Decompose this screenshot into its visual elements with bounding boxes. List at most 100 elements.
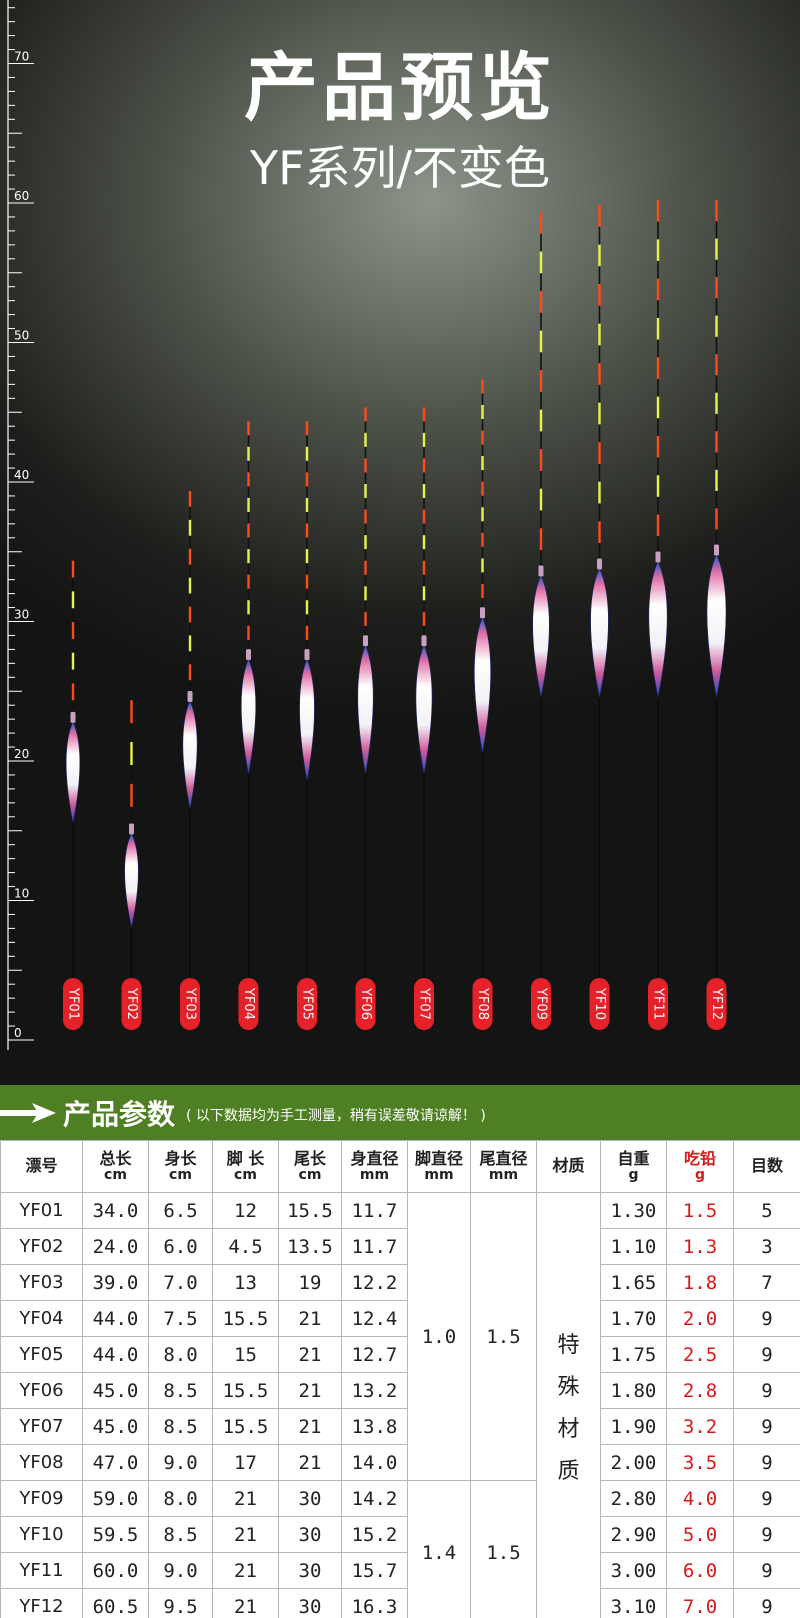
tail-segment	[422, 458, 426, 473]
table-row: YF07 45.0 8.5 15.5 21 13.8 1.90 3.2 9	[0, 1408, 800, 1445]
cell-tail-length: 30	[278, 1516, 342, 1553]
tag-label: YF08	[475, 987, 490, 1020]
float-body	[415, 644, 433, 774]
cell-body-diameter: 15.2	[341, 1516, 408, 1553]
cell-body-length: 6.0	[148, 1228, 213, 1265]
ruler-label: 10	[14, 887, 29, 901]
material-char: 材	[557, 1416, 580, 1442]
tail-segment	[539, 488, 543, 511]
cell-lead-capacity: 2.0	[666, 1300, 734, 1337]
cell-weight: 3.00	[600, 1552, 667, 1589]
tail-segment	[247, 472, 250, 487]
column-header: 材质	[536, 1140, 601, 1193]
tail-segment	[539, 330, 543, 353]
cell-body-diameter: 14.0	[341, 1444, 408, 1481]
tail-segment	[715, 508, 718, 530]
cell-code: YF01	[0, 1192, 83, 1229]
cell-body-length: 7.0	[148, 1264, 213, 1301]
tail-segment	[481, 430, 484, 445]
float-code-tag: YF09	[531, 978, 551, 1030]
cell-body-length: 9.0	[148, 1444, 213, 1481]
tail-segment	[364, 560, 367, 575]
cell-foot-length: 15.5	[212, 1300, 279, 1337]
tag-label: YF02	[124, 987, 139, 1020]
tail-segment	[656, 514, 660, 537]
tail-segment	[598, 442, 601, 464]
cell-total-length: 39.0	[82, 1264, 149, 1301]
cell-weight: 1.80	[600, 1372, 667, 1409]
tail-segment	[188, 577, 192, 594]
cell-body-diameter: 13.2	[341, 1372, 408, 1409]
cell-segments: 9	[733, 1552, 800, 1589]
cell-tail-length: 21	[278, 1408, 342, 1445]
tag-pill	[121, 978, 142, 1030]
tag-pill	[706, 978, 727, 1030]
cell-weight: 1.70	[600, 1300, 667, 1337]
float-yf07: YF07	[414, 407, 434, 1030]
tail-segment	[481, 507, 484, 522]
tail-segment	[188, 548, 192, 565]
column-header-label: 尾长	[293, 1148, 326, 1168]
cell-body-length: 6.5	[148, 1192, 213, 1229]
cell-tail-length: 21	[278, 1372, 342, 1409]
float-collar	[597, 558, 602, 570]
cell-lead-capacity: 2.5	[666, 1336, 734, 1373]
cell-tail-diameter: 1.5	[470, 1480, 537, 1618]
tail-segment	[481, 583, 484, 599]
cell-segments: 9	[733, 1372, 800, 1409]
cell-lead-capacity: 1.3	[666, 1228, 734, 1265]
tail-segment	[247, 421, 250, 436]
tag-pill	[472, 978, 493, 1030]
float-yf12: YF12	[706, 200, 727, 1030]
cell-weight: 2.00	[600, 1444, 667, 1481]
tag-label: YF10	[592, 987, 607, 1020]
tail-segment	[364, 509, 367, 524]
preview-subtitle: YF系列/不变色	[249, 141, 551, 195]
cell-code: YF09	[0, 1480, 83, 1517]
spec-title: 产品参数	[63, 1098, 176, 1131]
ruler-label: 30	[14, 608, 29, 622]
cell-weight: 1.30	[600, 1192, 667, 1229]
cell-tail-length: 30	[278, 1588, 342, 1618]
float-yf11: YF11	[648, 200, 668, 1030]
tail-segment	[715, 431, 718, 453]
column-header-unit: mm	[359, 1166, 390, 1183]
cell-total-length: 59.5	[82, 1516, 149, 1553]
cell-body-diameter: 12.2	[341, 1264, 408, 1301]
ruler-label: 40	[14, 468, 29, 482]
cell-body-length: 8.0	[148, 1336, 213, 1373]
spec-note: ( 以下数据均为手工测量，稍有误差敬请谅解！ )	[186, 1108, 486, 1124]
cell-segments: 9	[733, 1480, 800, 1517]
cell-foot-length: 21	[212, 1588, 279, 1618]
tail-segment	[598, 521, 601, 544]
float-collar	[538, 565, 544, 577]
cell-tail-length: 30	[278, 1480, 342, 1517]
tag-pill	[355, 978, 376, 1030]
column-header-label: 身长	[164, 1148, 197, 1168]
cell-code: YF12	[0, 1588, 83, 1618]
tail-segment	[71, 652, 75, 670]
float-yf03: YF03	[180, 490, 200, 1030]
tail-segment	[364, 586, 367, 601]
tail-segment	[247, 549, 250, 564]
column-header: 自重 g	[600, 1140, 667, 1193]
float-code-tag: YF08	[472, 978, 493, 1030]
column-header-label: 脚直径	[414, 1148, 463, 1168]
column-header-unit: g	[694, 1166, 706, 1183]
cell-code: YF04	[0, 1300, 83, 1337]
cell-body-length: 8.5	[148, 1372, 213, 1409]
float-collar	[421, 635, 427, 647]
tag-pill	[297, 978, 317, 1030]
tag-pill	[238, 978, 259, 1030]
column-header-label: 身直径	[350, 1148, 399, 1168]
float-body	[648, 560, 668, 698]
cell-code: YF08	[0, 1444, 83, 1481]
tail-segment	[481, 481, 484, 496]
tail-segment	[598, 244, 601, 267]
float-collar	[246, 649, 251, 661]
cell-total-length: 24.0	[82, 1228, 149, 1265]
cell-lead-capacity: 3.2	[666, 1408, 734, 1445]
tail-segment	[598, 481, 601, 504]
tail-segment	[598, 323, 601, 346]
tag-pill	[648, 978, 668, 1030]
